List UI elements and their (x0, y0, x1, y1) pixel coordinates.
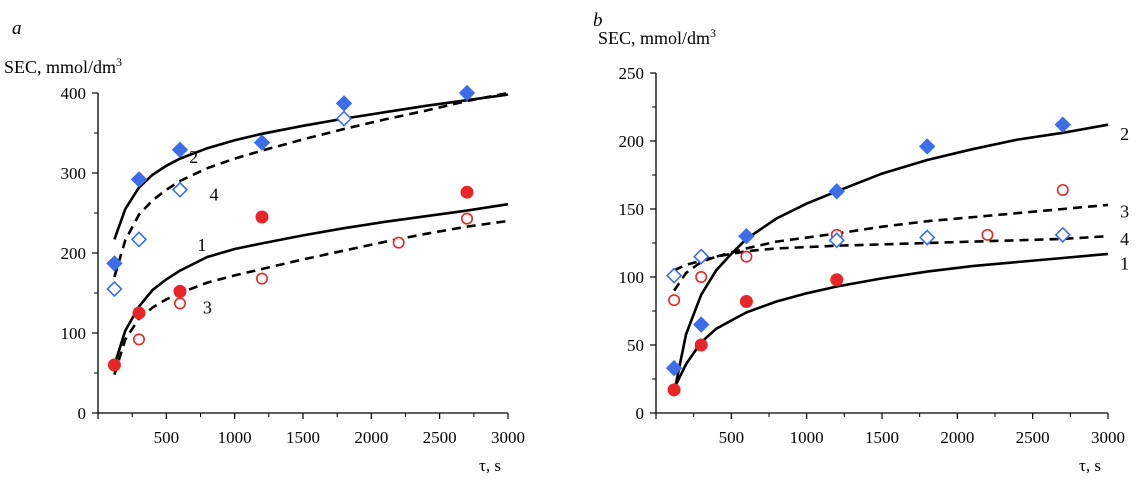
curve-4 (113, 91, 509, 278)
x-tick-label: 500 (154, 428, 180, 447)
data-point-diamond-open (693, 248, 710, 265)
x-tick-label: 3000 (1091, 428, 1125, 447)
y-tick-label: 100 (619, 268, 645, 287)
data-point-diamond-filled (335, 95, 353, 112)
data-point-circle-open (255, 272, 268, 285)
y-tick-label: 300 (61, 164, 87, 183)
data-point-diamond-filled (130, 171, 148, 188)
x-tick-label: 2000 (354, 428, 388, 447)
curve-label-4: 4 (1120, 229, 1129, 249)
x-tick-label: 2500 (1016, 428, 1050, 447)
data-point-diamond-open (919, 229, 936, 246)
y-tick-label: 50 (627, 336, 644, 355)
x-tick-label: 1500 (865, 428, 899, 447)
data-point-circle-filled (255, 210, 269, 224)
x-tick-label: 1500 (286, 428, 320, 447)
y-axis-label-text: SEC, mmol/dm (4, 57, 116, 77)
data-point-circle-filled (830, 273, 844, 287)
data-point-circle-filled (460, 185, 474, 199)
data-point-diamond-filled (1054, 116, 1072, 133)
curve-1 (672, 252, 1109, 390)
y-axis-label-superscript: 3 (116, 55, 122, 69)
y-tick-label: 0 (636, 404, 645, 423)
y-tick-label: 100 (61, 324, 87, 343)
data-point-circle-open (174, 297, 187, 310)
y-tick-label: 200 (61, 244, 87, 263)
panel-letter: a (12, 18, 22, 39)
curve-2 (672, 123, 1109, 393)
data-point-diamond-filled (458, 84, 476, 102)
curve-label-1: 1 (1120, 253, 1129, 273)
data-point-diamond-filled (738, 227, 755, 245)
data-point-diamond-open (130, 231, 148, 248)
data-point-diamond-open (828, 232, 845, 249)
y-tick-label: 200 (619, 132, 645, 151)
curve-label-2: 2 (1120, 124, 1129, 144)
x-tick-label: 2500 (423, 428, 457, 447)
data-point-circle-filled (667, 383, 681, 397)
x-tick-label: 1000 (218, 428, 252, 447)
data-point-circle-open (133, 333, 146, 346)
data-point-diamond-open (335, 110, 353, 127)
curve-3 (113, 219, 509, 375)
data-point-diamond-filled (918, 138, 936, 155)
data-point-diamond-open (1054, 226, 1071, 243)
curve-2 (113, 93, 509, 240)
y-tick-label: 0 (78, 404, 87, 423)
data-point-circle-filled (739, 294, 753, 308)
data-point-circle-filled (107, 358, 121, 372)
curve-label-4: 4 (210, 185, 219, 205)
data-point-diamond-filled (106, 255, 123, 272)
x-tick-label: 500 (719, 428, 745, 447)
y-tick-label: 150 (619, 200, 645, 219)
data-point-circle-open (392, 236, 405, 249)
curve-label-2: 2 (189, 147, 198, 167)
curve-label-3: 3 (203, 297, 212, 317)
curve-label-3: 3 (1120, 202, 1129, 222)
curve-1 (113, 202, 509, 366)
data-point-circle-filled (132, 306, 146, 320)
x-axis-label: τ, s (1079, 456, 1101, 475)
x-tick-label: 1000 (790, 428, 824, 447)
curve-4 (673, 234, 1109, 292)
y-axis-label: SEC, mmol/dm3 (4, 55, 122, 77)
data-point-diamond-filled (692, 316, 710, 333)
data-point-circle-open (460, 212, 473, 225)
data-point-circle-open (981, 228, 994, 241)
x-tick-label: 2000 (940, 428, 974, 447)
curve-label-1: 1 (197, 235, 206, 255)
x-axis-label: τ, s (479, 456, 501, 475)
y-axis-label: SEC, mmol/dm3 (598, 26, 716, 48)
x-tick-label: 3000 (491, 428, 525, 447)
data-point-circle-open (695, 270, 708, 283)
data-point-circle-open (668, 294, 681, 307)
data-point-diamond-filled (828, 183, 846, 200)
data-point-diamond-open (665, 267, 683, 284)
data-point-circle-filled (173, 284, 187, 298)
data-point-circle-filled (694, 338, 708, 352)
data-point-diamond-filled (171, 141, 189, 159)
y-tick-label: 400 (61, 84, 87, 103)
data-point-diamond-filled (253, 134, 271, 151)
data-point-diamond-filled (665, 359, 683, 377)
y-tick-label: 250 (619, 64, 645, 83)
data-point-circle-open (1056, 183, 1069, 196)
data-point-circle-open (740, 250, 753, 263)
data-point-diamond-open (171, 181, 189, 198)
data-point-diamond-open (106, 280, 123, 298)
y-axis-label-text: SEC, mmol/dm (598, 28, 710, 48)
y-axis-label-superscript: 3 (710, 26, 716, 40)
panel-letter: b (593, 10, 603, 31)
